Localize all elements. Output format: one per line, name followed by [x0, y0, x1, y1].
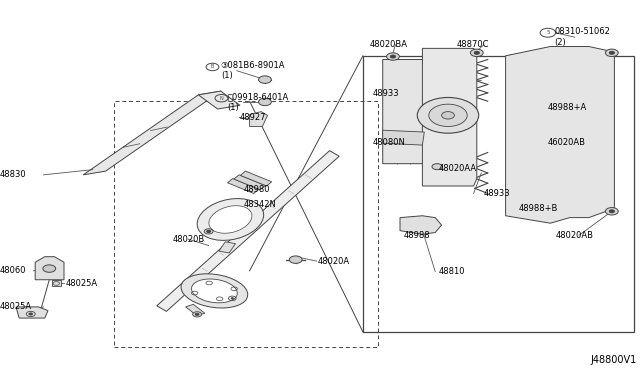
Circle shape: [193, 312, 202, 317]
Text: 48025A: 48025A: [0, 302, 32, 311]
Polygon shape: [35, 257, 64, 280]
Text: 48988+B: 48988+B: [518, 204, 558, 213]
Polygon shape: [219, 242, 236, 253]
Text: 5: 5: [546, 30, 550, 35]
Text: 48810: 48810: [439, 267, 465, 276]
Text: B: B: [211, 64, 214, 70]
Polygon shape: [241, 171, 271, 186]
Text: 46020AB: 46020AB: [547, 138, 585, 147]
Circle shape: [609, 210, 614, 213]
Polygon shape: [234, 175, 265, 190]
Circle shape: [429, 104, 467, 126]
Polygon shape: [198, 91, 240, 109]
Polygon shape: [16, 307, 48, 318]
Text: 48020A: 48020A: [318, 257, 350, 266]
Text: 48927: 48927: [239, 113, 266, 122]
Text: 48020B: 48020B: [173, 235, 205, 244]
Circle shape: [387, 53, 399, 60]
Ellipse shape: [191, 279, 237, 303]
Text: 48020AB: 48020AB: [556, 231, 593, 240]
Polygon shape: [250, 112, 268, 126]
Polygon shape: [52, 280, 61, 286]
Text: 48933: 48933: [484, 189, 511, 198]
Circle shape: [195, 313, 199, 315]
Ellipse shape: [209, 206, 252, 233]
Bar: [114, 101, 378, 347]
Text: 48830: 48830: [0, 170, 27, 179]
Circle shape: [231, 298, 234, 299]
Text: 48988+A: 48988+A: [547, 103, 586, 112]
Circle shape: [43, 265, 56, 272]
Circle shape: [289, 256, 302, 263]
Polygon shape: [400, 216, 442, 234]
Ellipse shape: [197, 199, 264, 240]
Polygon shape: [186, 304, 205, 316]
Text: 48020BA: 48020BA: [369, 40, 407, 49]
Text: ③081B6-8901A
(1): ③081B6-8901A (1): [221, 61, 285, 80]
Circle shape: [259, 76, 271, 83]
Circle shape: [605, 208, 618, 215]
Text: 08310-51062
(2): 08310-51062 (2): [554, 28, 610, 47]
Circle shape: [29, 313, 33, 315]
Text: 48988: 48988: [403, 231, 430, 240]
Circle shape: [259, 98, 271, 106]
Text: 48025A: 48025A: [65, 279, 97, 288]
Polygon shape: [157, 151, 339, 311]
Text: 48080N: 48080N: [372, 138, 405, 147]
Text: 48980: 48980: [244, 185, 270, 194]
Text: N: N: [220, 96, 223, 101]
Text: 48870C: 48870C: [457, 40, 490, 49]
Text: 48933: 48933: [372, 89, 399, 98]
Circle shape: [442, 112, 454, 119]
Text: 48020AA: 48020AA: [439, 164, 477, 173]
Polygon shape: [383, 60, 426, 164]
Circle shape: [432, 164, 442, 170]
Polygon shape: [383, 130, 424, 145]
Bar: [363, 56, 634, 332]
Circle shape: [609, 51, 614, 54]
Circle shape: [204, 229, 213, 234]
Text: J48800V1: J48800V1: [591, 355, 637, 365]
Circle shape: [474, 51, 479, 54]
Polygon shape: [228, 179, 259, 193]
Circle shape: [390, 55, 396, 58]
Circle shape: [605, 49, 618, 57]
Text: 48342N: 48342N: [244, 200, 276, 209]
Text: Ⓝ09918-6401A
(1): Ⓝ09918-6401A (1): [227, 92, 289, 112]
Circle shape: [470, 49, 483, 57]
Circle shape: [207, 230, 211, 232]
Text: 48060: 48060: [0, 266, 26, 275]
Polygon shape: [422, 48, 477, 186]
Polygon shape: [506, 46, 614, 223]
Polygon shape: [83, 91, 221, 175]
Ellipse shape: [181, 274, 248, 308]
Circle shape: [417, 97, 479, 133]
